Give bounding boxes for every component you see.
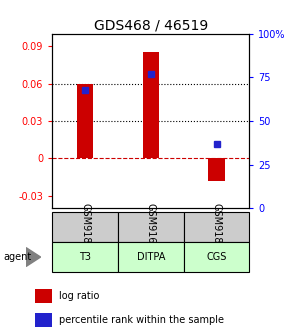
FancyBboxPatch shape: [118, 242, 184, 272]
Polygon shape: [26, 248, 41, 266]
Bar: [143, 52, 159, 158]
Text: log ratio: log ratio: [59, 291, 100, 301]
Title: GDS468 / 46519: GDS468 / 46519: [94, 18, 208, 33]
FancyBboxPatch shape: [184, 212, 249, 242]
Text: GSM9183: GSM9183: [80, 204, 90, 250]
FancyBboxPatch shape: [184, 242, 249, 272]
FancyBboxPatch shape: [52, 242, 118, 272]
Bar: [208, 158, 225, 181]
Text: CGS: CGS: [206, 252, 227, 262]
Text: DITPA: DITPA: [137, 252, 165, 262]
Bar: [35, 313, 52, 327]
Text: GSM9188: GSM9188: [211, 204, 222, 250]
Text: agent: agent: [3, 252, 31, 262]
FancyBboxPatch shape: [52, 212, 118, 242]
Text: GSM9163: GSM9163: [146, 204, 156, 250]
FancyBboxPatch shape: [118, 212, 184, 242]
Bar: [77, 84, 93, 158]
Text: percentile rank within the sample: percentile rank within the sample: [59, 315, 224, 325]
Text: T3: T3: [79, 252, 91, 262]
Bar: [35, 289, 52, 303]
